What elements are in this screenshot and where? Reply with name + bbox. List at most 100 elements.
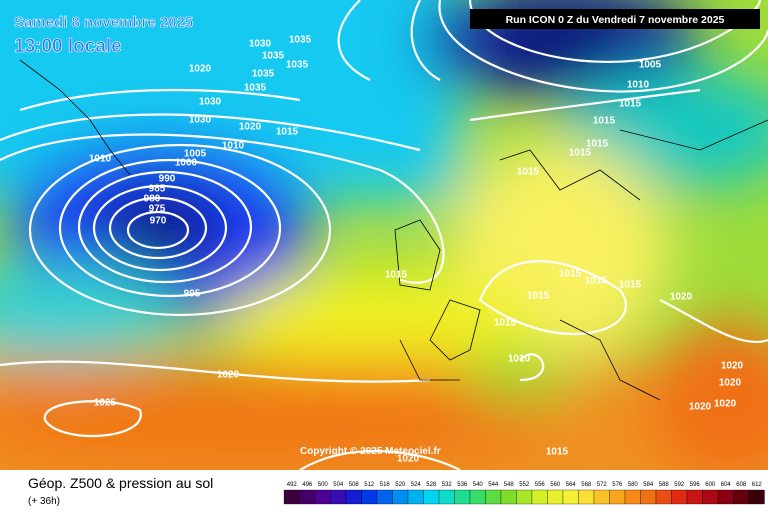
- scale-swatch: [655, 489, 672, 505]
- scale-label: 544: [488, 482, 499, 488]
- scale-swatch: [624, 489, 641, 505]
- isobar-label: 1030: [189, 115, 212, 126]
- scale-swatch: [361, 489, 378, 505]
- isobar-label: 1015: [619, 280, 642, 291]
- scale-label: 600: [705, 482, 716, 488]
- isobar-label: 1005: [639, 60, 662, 71]
- scale-swatch: [640, 489, 657, 505]
- isobar-label: 1020: [670, 292, 693, 303]
- scale-swatch: [469, 489, 486, 505]
- isobar-label: 990: [159, 174, 176, 185]
- isobar-label: 1025: [94, 398, 117, 409]
- scale-label: 532: [442, 482, 453, 488]
- isobar-label: 1020: [721, 361, 744, 372]
- footer-title: Géop. Z500 & pression au sol: [28, 475, 213, 491]
- scale-swatch: [547, 489, 564, 505]
- scale-label: 536: [457, 482, 468, 488]
- scale-swatch: [283, 489, 300, 505]
- scale-label: 540: [473, 482, 484, 488]
- isobar-label: 1020: [397, 454, 420, 465]
- scale-label: 548: [504, 482, 515, 488]
- scale-label: 492: [287, 482, 298, 488]
- isobar-labels: 1030 103510201035103510351035103010301020…: [89, 35, 744, 465]
- scale-label: 552: [519, 482, 530, 488]
- isobar-label: 1015: [585, 276, 608, 287]
- isobar-label: 1015: [593, 116, 616, 127]
- scale-label: 524: [411, 482, 422, 488]
- scale-label: 564: [566, 482, 577, 488]
- scale-swatch: [562, 489, 579, 505]
- isobar-label: 1035: [262, 51, 285, 62]
- isobar-label: 1035: [289, 35, 312, 46]
- scale-swatch: [407, 489, 424, 505]
- isobar-label: 1015: [494, 318, 517, 329]
- scale-label: 516: [380, 482, 391, 488]
- scale-label: 608: [736, 482, 747, 488]
- scale-label: 504: [333, 482, 344, 488]
- scale-label: 572: [597, 482, 608, 488]
- scale-swatch: [671, 489, 688, 505]
- scale-label: 596: [690, 482, 701, 488]
- scale-label: 528: [426, 482, 437, 488]
- isobar-label: 1035: [286, 60, 309, 71]
- scale-swatch: [733, 489, 750, 505]
- scale-label: 580: [628, 482, 639, 488]
- isobar-label: 970: [150, 216, 167, 227]
- scale-swatch: [485, 489, 502, 505]
- scale-swatch: [748, 489, 765, 505]
- isobar-label: 1035: [252, 69, 275, 80]
- isobar-label: 995: [184, 289, 201, 300]
- scale-label: 604: [721, 482, 732, 488]
- scale-label: 588: [659, 482, 670, 488]
- isobar-label: 980: [144, 194, 161, 205]
- scale-label: 560: [550, 482, 561, 488]
- isobar-label: 1020: [217, 370, 240, 381]
- coastlines: [19, 59, 768, 401]
- isobar-label: 1010: [627, 80, 650, 91]
- scale-label: 584: [643, 482, 654, 488]
- isobar-label: 1020: [189, 64, 212, 75]
- scale-label: 592: [674, 482, 685, 488]
- scale-label: 508: [349, 482, 360, 488]
- scale-swatch: [516, 489, 533, 505]
- scale-swatch: [299, 489, 316, 505]
- isobar-label: 975: [149, 204, 166, 215]
- isobar-label: 1015: [517, 167, 540, 178]
- scale-swatch: [438, 489, 455, 505]
- scale-swatch: [345, 489, 362, 505]
- scale-label: 556: [535, 482, 546, 488]
- scale-label: 612: [752, 482, 763, 488]
- isobars: [0, 0, 768, 470]
- scale-label: 520: [395, 482, 406, 488]
- isobar-label: 1015: [546, 447, 569, 458]
- scale-swatch: [376, 489, 393, 505]
- isobar-label: 1010: [222, 141, 245, 152]
- scale-swatch: [330, 489, 347, 505]
- scale-swatch: [686, 489, 703, 505]
- scale-swatch: [593, 489, 610, 505]
- scale-swatch: [423, 489, 440, 505]
- scale-swatch: [702, 489, 719, 505]
- scale-label: 576: [612, 482, 623, 488]
- isobar-label: 1010: [89, 154, 112, 165]
- isobar-label: 1015: [385, 270, 408, 281]
- isobar-label: 1020: [689, 402, 712, 413]
- isobar-label: 1015: [276, 127, 299, 138]
- isobar-label: 1020: [714, 399, 737, 410]
- isobar-label: 1000: [175, 158, 198, 169]
- scale-swatch: [392, 489, 409, 505]
- color-scale: 492 496 500 504 508 512 516 520 524 528 532 536 540 5…: [283, 482, 765, 505]
- scale-label: 496: [302, 482, 313, 488]
- time: 13:00 locale: [14, 36, 122, 57]
- scale-swatch: [609, 489, 626, 505]
- isobar-label: 1035: [244, 83, 267, 94]
- scale-swatch: [531, 489, 548, 505]
- isobar-label: 1030: [249, 39, 272, 50]
- isobar-label: 1015: [569, 148, 592, 159]
- date: Samedi 8 novembre 2025: [14, 14, 193, 31]
- isobar-label: 1005: [184, 149, 207, 160]
- footer-lead: (+ 36h): [28, 496, 60, 507]
- scale-swatch: [500, 489, 517, 505]
